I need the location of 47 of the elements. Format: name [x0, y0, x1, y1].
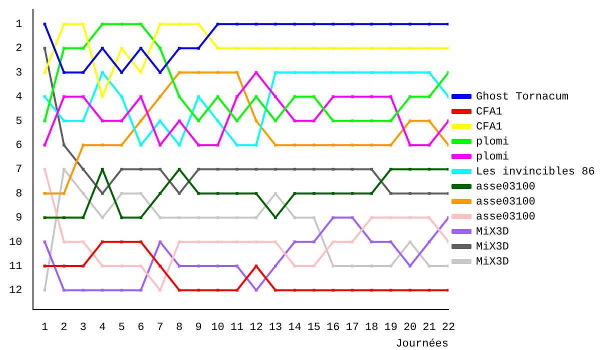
legend-label: Les invincibles 86	[476, 166, 595, 178]
legend-label: CFA1	[476, 121, 503, 134]
legend-label: asse03100	[476, 181, 536, 194]
legend-label: asse03100	[476, 196, 536, 208]
y-tick-label: 11	[9, 260, 23, 273]
x-tick-label: 15	[307, 322, 321, 334]
y-tick-label: 6	[16, 140, 22, 152]
x-tick-label: 1	[41, 322, 48, 334]
y-tick-label: 7	[16, 164, 22, 176]
legend-label: CFA1	[476, 106, 503, 118]
x-tick-label: 12	[250, 322, 263, 334]
x-tick-label: 7	[156, 322, 164, 334]
legend-label: plomi	[476, 136, 510, 148]
x-tick-label: 17	[346, 322, 359, 334]
legend-label: MiX3D	[476, 241, 510, 254]
x-tick-label: 16	[326, 322, 340, 334]
y-tick-label: 1	[16, 19, 23, 32]
x-tick-label: 11	[230, 322, 244, 334]
y-tick-label: 9	[16, 212, 22, 225]
legend-label: MiX3D	[476, 256, 510, 268]
x-tick-label: 8	[176, 322, 183, 334]
x-tick-label: 13	[268, 322, 282, 334]
y-tick-label: 8	[16, 188, 22, 200]
x-tick-label: 10	[211, 322, 224, 334]
x-tick-label: 21	[422, 322, 436, 334]
x-tick-label: 20	[403, 322, 417, 334]
x-tick-label: 18	[364, 322, 378, 334]
x-tick-label: 14	[288, 322, 302, 334]
legend-label: asse03100	[476, 211, 536, 224]
y-tick-label: 2	[16, 43, 22, 56]
y-tick-label: 5	[16, 116, 22, 128]
x-tick-label: 9	[195, 322, 202, 334]
y-tick-label: 12	[9, 285, 22, 298]
legend-label: MiX3D	[476, 226, 510, 238]
legend-label: plomi	[476, 151, 510, 164]
y-tick-label: 10	[9, 236, 22, 249]
x-tick-label: 5	[118, 322, 125, 334]
x-tick-label: 3	[80, 322, 86, 334]
x-tick-label: 2	[60, 322, 68, 334]
x-tick-label: 19	[384, 322, 398, 334]
x-tick-label: 22	[442, 322, 456, 334]
y-tick-label: 3	[16, 67, 22, 80]
x-axis-title: Journées	[396, 338, 448, 350]
y-tick-label: 4	[16, 92, 23, 104]
x-tick-label: 4	[99, 322, 106, 334]
x-tick-label: 6	[138, 322, 144, 334]
legend-label: Ghost Tornacum	[476, 91, 569, 104]
